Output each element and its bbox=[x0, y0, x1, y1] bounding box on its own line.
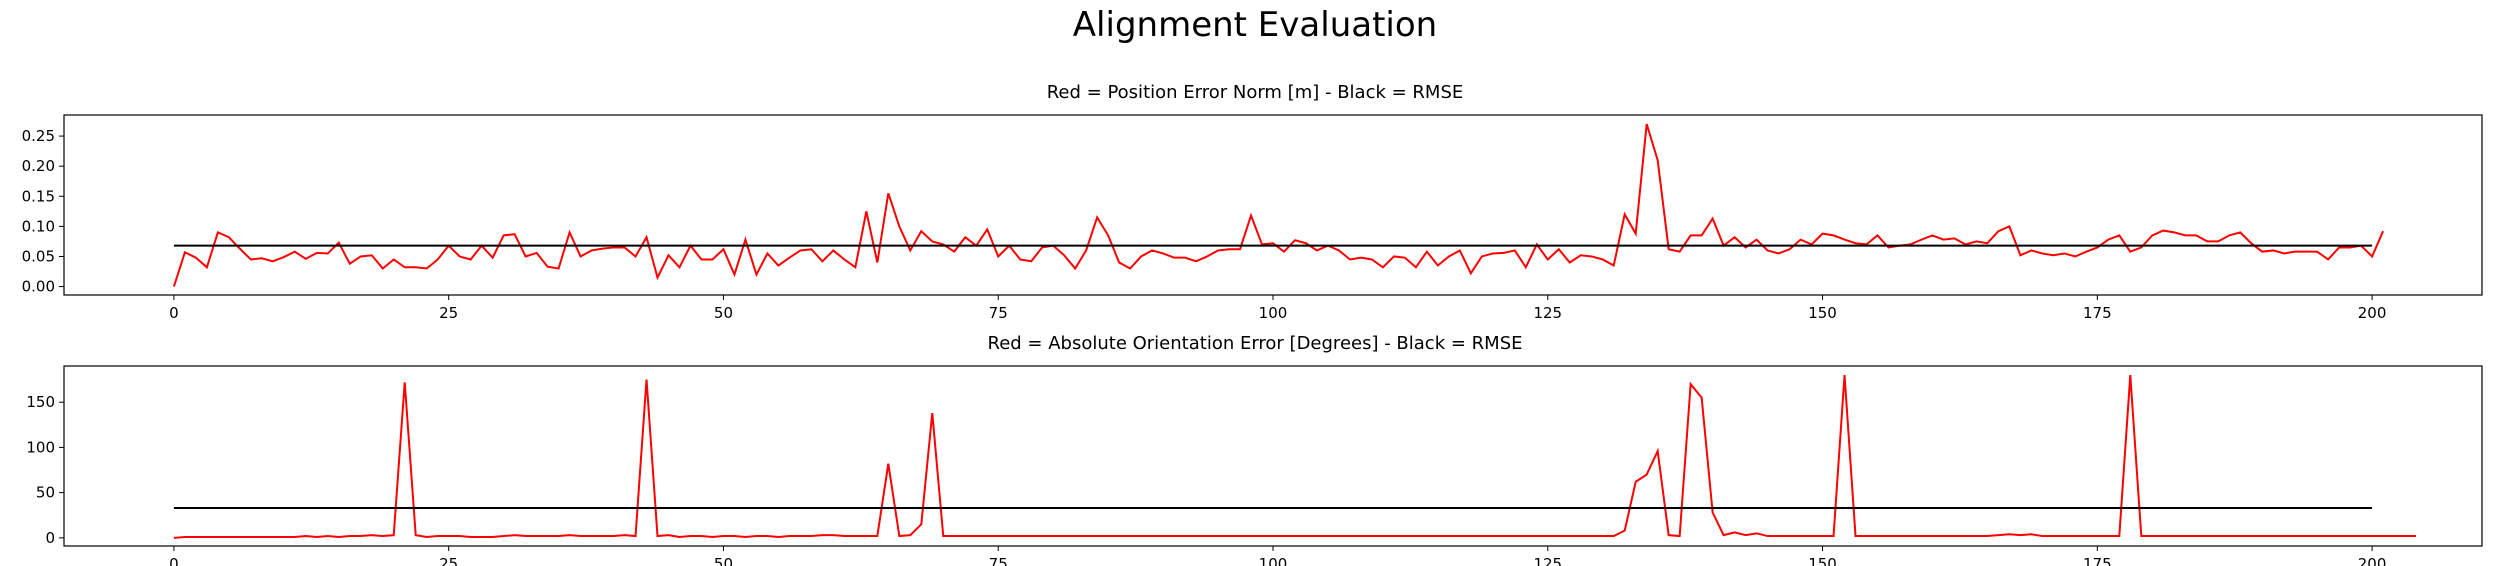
orientation-error-x-tick-label: 200 bbox=[2358, 555, 2387, 566]
position-error-x-tick-label: 100 bbox=[1259, 304, 1288, 322]
orientation-error-y-tick-label: 50 bbox=[36, 484, 55, 502]
orientation-error-x-tick-label: 125 bbox=[1533, 555, 1562, 566]
position-error-x-tick-label: 0 bbox=[169, 304, 179, 322]
position-error-x-tick-label: 125 bbox=[1533, 304, 1562, 322]
position-error-x-axis: 0 25 50 75 100 125 150 175 200 bbox=[169, 295, 2386, 322]
position-error-x-tick-label: 150 bbox=[1808, 304, 1837, 322]
position-error-y-axis: 0.00 0.05 0.10 0.15 0.20 0.25 bbox=[22, 127, 64, 296]
position-error-x-tick-label: 75 bbox=[989, 304, 1008, 322]
position-error-y-tick-label: 0.25 bbox=[22, 127, 55, 145]
orientation-error-x-tick-label: 50 bbox=[714, 555, 733, 566]
orientation-error-error-line bbox=[173, 374, 2417, 539]
position-error-chart: Red = Position Error Norm [m] - Black = … bbox=[22, 82, 2483, 322]
position-error-x-tick-label: 200 bbox=[2358, 304, 2387, 322]
position-error-y-tick-label: 0.00 bbox=[22, 278, 55, 296]
orientation-error-chart: Red = Absolute Orientation Error [Degree… bbox=[26, 333, 2483, 566]
orientation-error-x-tick-label: 175 bbox=[2083, 555, 2112, 566]
position-error-x-tick-label: 25 bbox=[439, 304, 458, 322]
orientation-error-x-axis: 0 25 50 75 100 125 150 175 200 bbox=[169, 546, 2386, 566]
position-error-chart-title: Red = Position Error Norm [m] - Black = … bbox=[1047, 82, 1464, 103]
position-error-y-tick-label: 0.20 bbox=[22, 157, 55, 175]
position-error-error-line bbox=[172, 123, 2384, 287]
orientation-error-y-axis: 0 50 100 150 bbox=[26, 393, 64, 547]
orientation-error-x-tick-label: 150 bbox=[1808, 555, 1837, 566]
orientation-error-series bbox=[173, 374, 2417, 539]
orientation-error-x-tick-label: 25 bbox=[439, 555, 458, 566]
position-error-x-tick-label: 175 bbox=[2083, 304, 2112, 322]
orientation-error-y-tick-label: 0 bbox=[45, 529, 55, 547]
orientation-error-x-tick-label: 0 bbox=[169, 555, 179, 566]
orientation-error-x-tick-label: 75 bbox=[989, 555, 1008, 566]
orientation-error-plot-frame bbox=[63, 365, 2483, 547]
orientation-error-chart-title: Red = Absolute Orientation Error [Degree… bbox=[988, 333, 1523, 354]
position-error-series bbox=[172, 123, 2384, 287]
orientation-error-y-tick-label: 100 bbox=[26, 438, 55, 456]
orientation-error-x-tick-label: 100 bbox=[1259, 555, 1288, 566]
position-error-y-tick-label: 0.15 bbox=[22, 187, 55, 205]
position-error-plot-frame bbox=[63, 114, 2483, 296]
position-error-y-tick-label: 0.10 bbox=[22, 217, 55, 235]
orientation-error-y-tick-label: 150 bbox=[26, 393, 55, 411]
figure-title: Alignment Evaluation bbox=[1073, 5, 1437, 45]
position-error-y-tick-label: 0.05 bbox=[22, 247, 55, 265]
position-error-x-tick-label: 50 bbox=[714, 304, 733, 322]
